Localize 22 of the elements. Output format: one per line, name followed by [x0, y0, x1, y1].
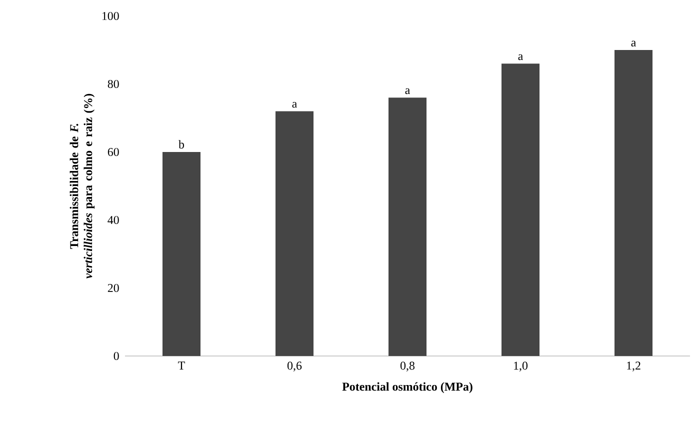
annotation: a [518, 54, 523, 60]
x-tick-label: 1,2 [627, 362, 640, 372]
bar [162, 152, 200, 356]
y-tick-label: 100 [102, 12, 119, 20]
annotation: a [631, 40, 636, 46]
y-tick-label: 60 [108, 148, 119, 156]
y-tick-label: 0 [114, 352, 119, 360]
y-tick-label: 20 [108, 284, 119, 292]
x-tick-label: T [178, 362, 185, 370]
annotation: a [292, 102, 297, 108]
bar [276, 111, 314, 356]
x-tick-label: 0,8 [400, 362, 415, 372]
x-tick-label: 1,0 [514, 362, 528, 372]
annotation: b [178, 140, 184, 148]
annotation: a [405, 88, 410, 94]
bar [388, 98, 427, 356]
y-tick-label: 40 [108, 216, 119, 224]
bar [502, 64, 540, 356]
x-tick-label: 0,6 [287, 362, 302, 372]
bar [614, 50, 653, 356]
y-tick-label: 80 [108, 80, 119, 88]
x-axis-title: Potencial osmótico (MPa) [342, 382, 472, 394]
